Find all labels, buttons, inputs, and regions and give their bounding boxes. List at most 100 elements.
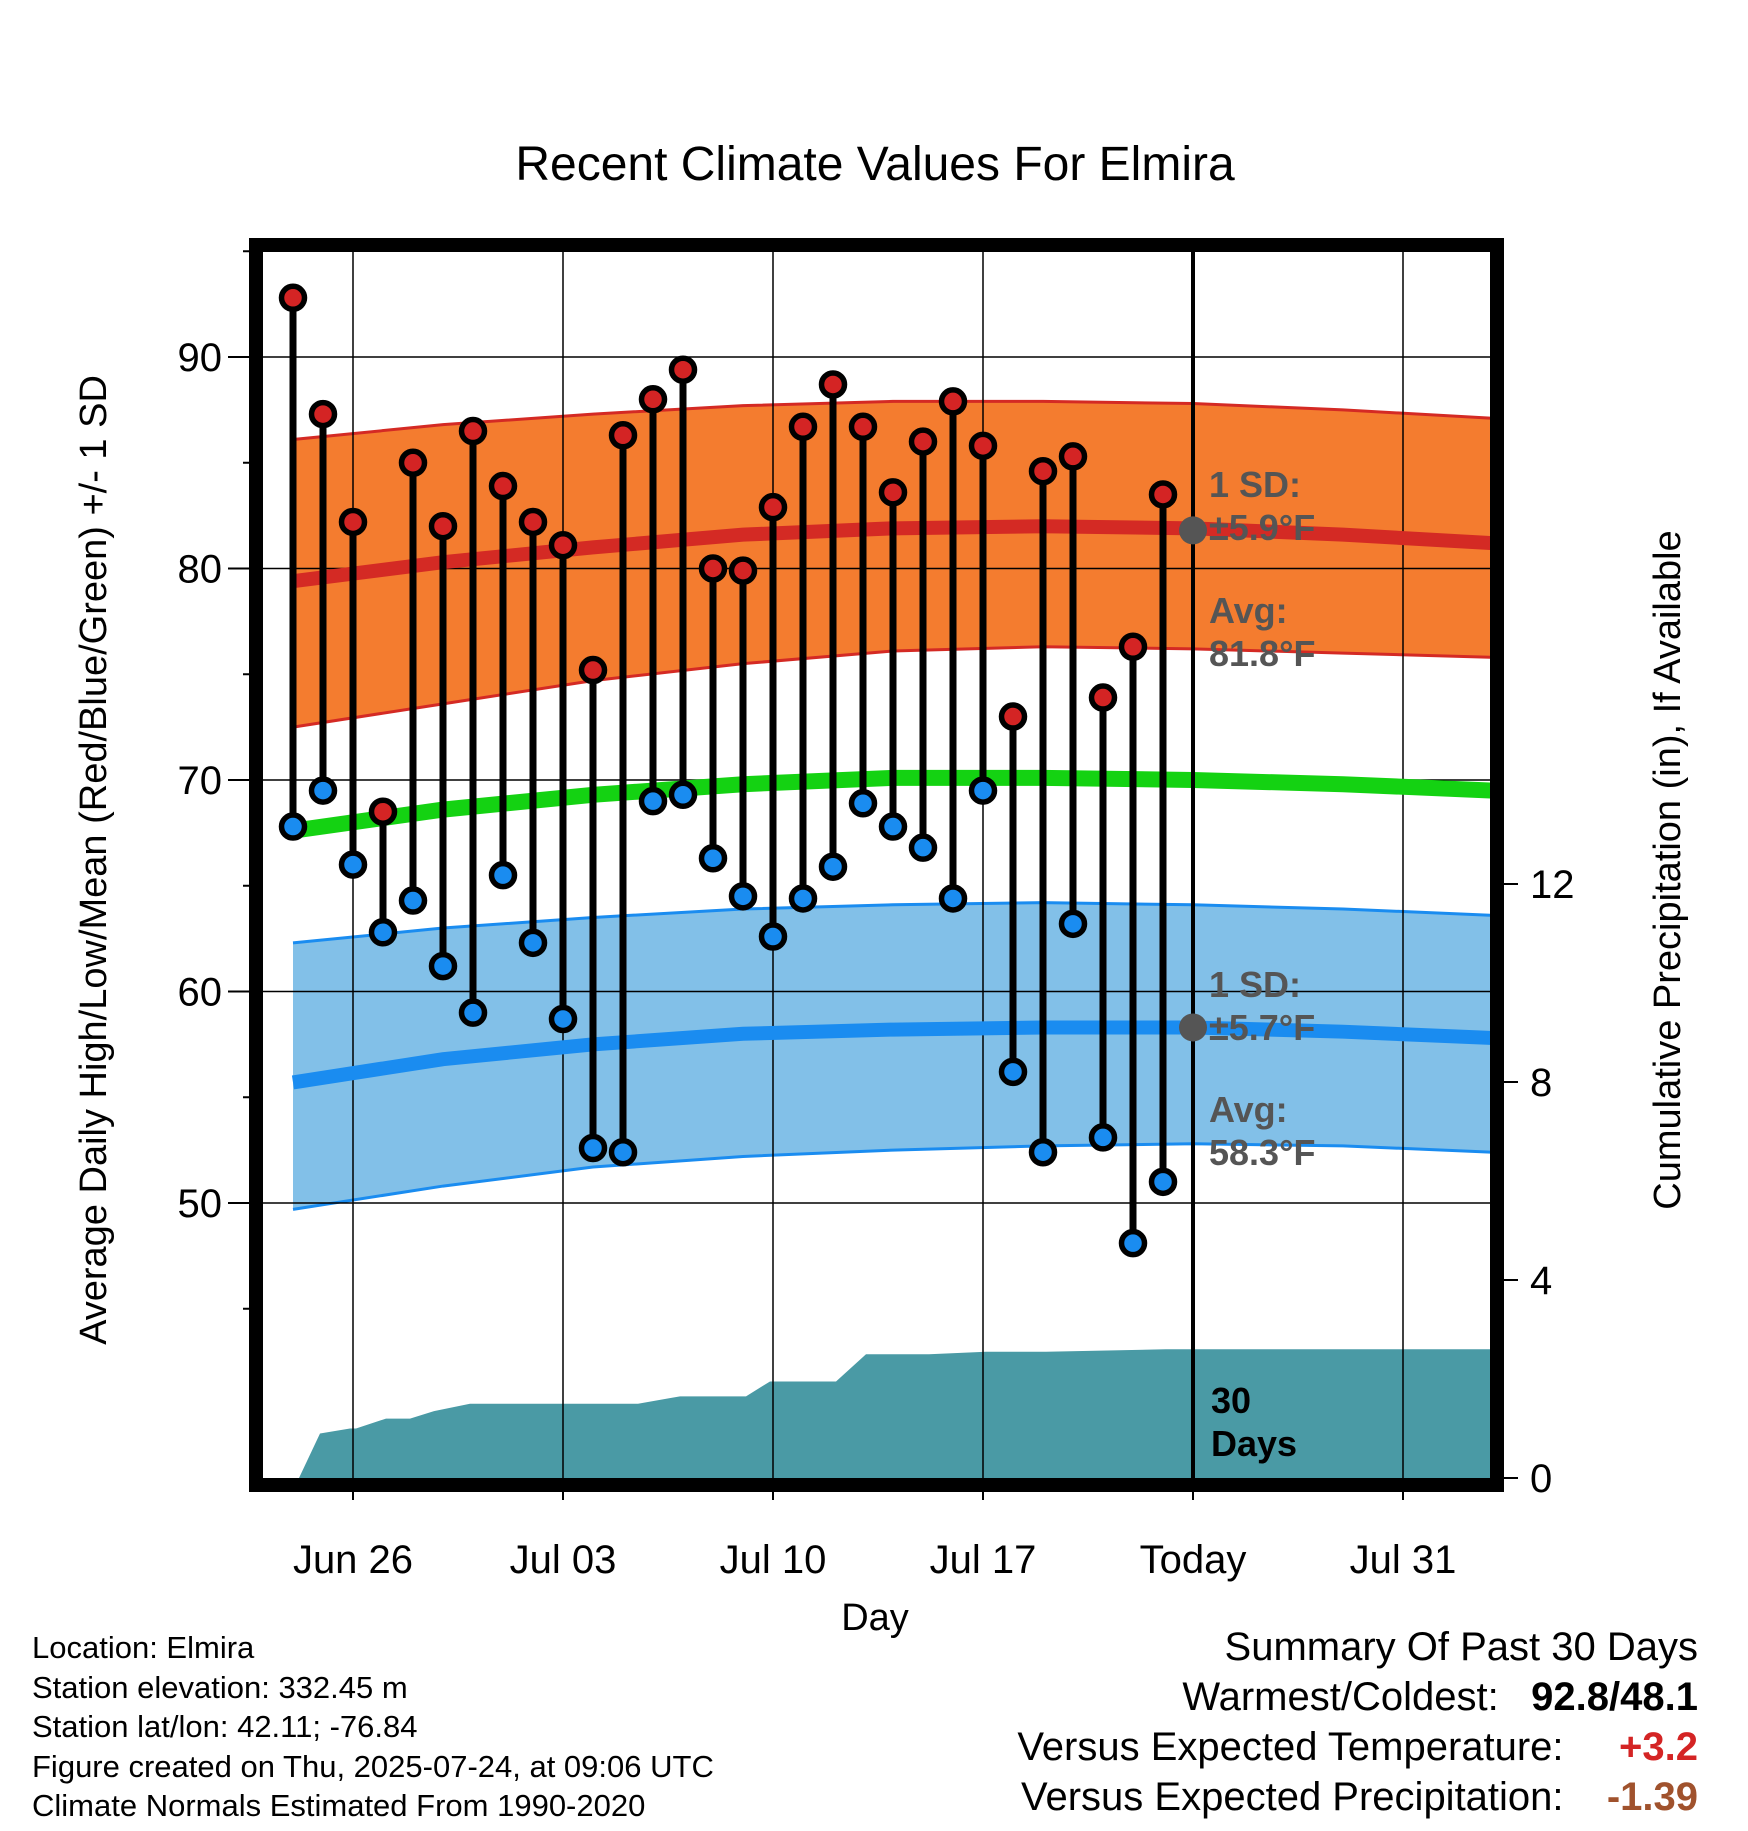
warmest-label: Warmest/Coldest: (1182, 1675, 1499, 1719)
high-sd-value: ±5.9°F (1209, 507, 1315, 548)
temp-row: Versus Expected Temperature: +3.2 (1017, 1722, 1698, 1772)
high-dot (638, 385, 668, 414)
low-dot (428, 951, 458, 981)
high-dot (548, 530, 578, 560)
warmest-row: Warmest/Coldest: 92.8/48.1 (1017, 1672, 1698, 1722)
low-dot (338, 850, 368, 879)
low-dot (728, 882, 758, 911)
low-dot (458, 998, 488, 1027)
low-sd-value: ±5.7°F (1209, 1007, 1315, 1048)
low-dot (548, 1004, 578, 1034)
high-dot (968, 431, 998, 461)
low-avg-line (291, 1020, 1490, 1090)
low-dot (818, 852, 848, 881)
precip-label: Versus Expected Precipitation: (1021, 1775, 1564, 1819)
high-upper-line (292, 399, 1490, 441)
normals-text: Climate Normals Estimated From 1990-2020 (32, 1788, 646, 1823)
x-tick-label: Jun 26 (293, 1538, 413, 1582)
high-dot (668, 355, 698, 384)
low-dot (1088, 1123, 1118, 1152)
days-word-label: Days (1211, 1423, 1297, 1464)
y-tick-label: 60 (178, 971, 223, 1015)
summary-title: Summary Of Past 30 Days (1224, 1625, 1698, 1669)
low-dot (578, 1133, 608, 1163)
y-tick-label: 50 (178, 1182, 223, 1226)
high-dot (1088, 683, 1118, 712)
high-dot (1118, 632, 1148, 662)
low-dot (518, 928, 548, 958)
high-dot (758, 492, 788, 522)
today-low-avg-marker (1179, 1013, 1207, 1042)
high-dot (848, 412, 878, 442)
elevation-text: Station elevation: 332.45 m (32, 1669, 408, 1705)
high-dot (818, 370, 848, 399)
latlon-text: Station lat/lon: 42.11; -76.84 (32, 1709, 418, 1744)
low-dot (848, 789, 878, 818)
high-dot (428, 511, 458, 541)
y-tick-label: 80 (178, 548, 223, 592)
high-dot (578, 655, 608, 685)
y-tick-label: 90 (178, 336, 223, 380)
temp-value: +3.2 (1619, 1725, 1698, 1769)
low-dot (998, 1057, 1028, 1087)
low-dot (278, 812, 308, 841)
created-text: Figure created on Thu, 2025-07-24, at 09… (32, 1748, 714, 1784)
high-avg-label: Avg: (1209, 590, 1288, 631)
high-dot (1028, 456, 1058, 486)
station-info: Location: Elmira Station elevation: 332.… (32, 1628, 714, 1826)
high-dot (458, 416, 488, 446)
y-axis-title: Average Daily High/Low/Mean (Red/Blue/Gr… (73, 375, 115, 1345)
high-dot (908, 427, 938, 456)
today-high-avg-marker (1179, 516, 1207, 545)
high-dot (698, 554, 728, 583)
low-upper-line (292, 901, 1490, 945)
precip-row: Versus Expected Precipitation: -1.39 (1017, 1772, 1698, 1822)
x-tick-label: Jul 31 (1350, 1538, 1457, 1582)
high-dot (938, 387, 968, 416)
high-dot (518, 507, 548, 537)
low-dot (668, 780, 698, 810)
high-dot (398, 448, 428, 477)
x-tick-label: Jul 10 (720, 1538, 827, 1582)
y2-tick-label: 8 (1530, 1061, 1552, 1105)
low-avg-value: 58.3°F (1209, 1132, 1315, 1173)
low-dot (488, 860, 518, 890)
low-lower-line (292, 1142, 1490, 1211)
days-count-label: 30 (1211, 1380, 1251, 1421)
precip-area (299, 1349, 1490, 1478)
low-dot (968, 776, 998, 805)
chart-title: Recent Climate Values For Elmira (515, 138, 1235, 191)
high-dot (278, 283, 308, 313)
low-dot (398, 886, 428, 915)
high-dot (998, 702, 1028, 731)
high-dot (368, 797, 398, 826)
low-dot (1058, 909, 1088, 939)
high-sd-label: 1 SD: (1209, 464, 1301, 505)
low-avg-label: Avg: (1209, 1089, 1288, 1130)
plot-content (263, 252, 1490, 1478)
temp-label: Versus Expected Temperature: (1017, 1725, 1564, 1769)
high-dot (608, 421, 638, 450)
low-dot (1028, 1137, 1058, 1167)
low-dot (758, 922, 788, 951)
high-avg-value: 81.8°F (1209, 633, 1315, 674)
low-dot (938, 884, 968, 913)
x-axis-title: Day (841, 1597, 909, 1639)
warmest-value: 92.8/48.1 (1531, 1675, 1698, 1719)
x-tick-label: Today (1140, 1538, 1247, 1582)
high-dot (1058, 442, 1088, 471)
low-dot (698, 844, 728, 873)
low-dot (1148, 1167, 1178, 1197)
y2-tick-label: 0 (1530, 1457, 1552, 1501)
low-dot (788, 884, 818, 913)
high-dot (1148, 480, 1178, 509)
y2-axis-title: Cumulative Precipitation (in), If Availa… (1647, 530, 1689, 1209)
high-dot (338, 507, 368, 537)
x-tick-label: Jul 17 (930, 1538, 1037, 1582)
y-tick-label: 70 (178, 759, 223, 803)
precip-value: -1.39 (1606, 1775, 1698, 1819)
high-dot (488, 471, 518, 501)
high-dot (728, 556, 758, 585)
